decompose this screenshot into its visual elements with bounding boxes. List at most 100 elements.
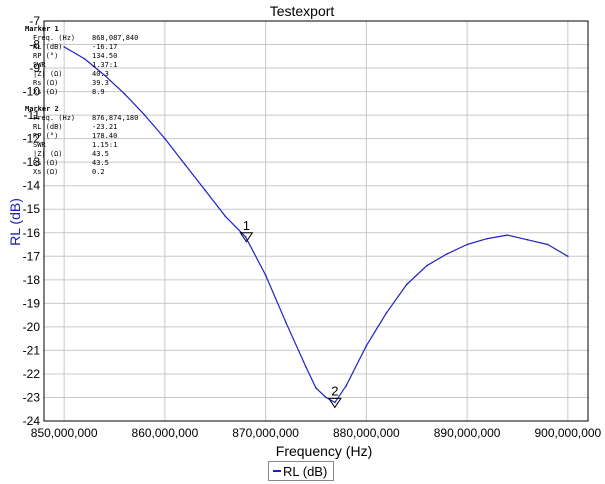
marker-field-name: RP (°) — [33, 132, 58, 140]
series-point — [103, 74, 106, 76]
marker-header: Marker 2 — [25, 105, 59, 113]
marker-field-name: Xs (Ω) — [33, 168, 58, 176]
y-tick-label: -16 — [23, 226, 41, 240]
y-tick-label: -8 — [29, 38, 40, 52]
y-tick-label: -15 — [23, 202, 41, 216]
y-tick-label: -20 — [23, 320, 41, 334]
y-tick-label: -14 — [23, 179, 41, 193]
series-point — [325, 396, 327, 399]
markers-layer: 12 — [239, 218, 342, 409]
series-point — [546, 243, 549, 246]
series-point — [345, 384, 348, 387]
x-tick-label: 890,000,000 — [434, 426, 501, 440]
marker-number: 2 — [331, 383, 338, 398]
series-point — [83, 57, 86, 60]
marker-triangle — [327, 397, 342, 409]
series-point — [305, 366, 307, 368]
series-point — [224, 215, 227, 218]
series-point — [123, 93, 126, 95]
y-tick-label: -23 — [23, 390, 41, 404]
series-point — [526, 239, 529, 241]
x-tick-label: 900,000,000 — [534, 426, 601, 440]
marker-field-name: Rs (Ω) — [33, 79, 58, 87]
marker-field-name: |Z| (Ω) — [33, 150, 63, 158]
marker-field-value: -16.17 — [92, 43, 117, 51]
plot-frame — [43, 20, 589, 422]
marker-field-name: Freq. (Hz) — [33, 34, 75, 42]
marker-field-value: 40.3 — [92, 70, 109, 78]
marker-field-name: SWR — [33, 61, 46, 69]
y-tick-label: -22 — [23, 367, 41, 381]
marker-header: Marker 1 — [25, 25, 59, 33]
marker-field-value: 178.40 — [92, 132, 117, 140]
series-line-rl — [63, 46, 569, 403]
y-tick-label: -12 — [23, 132, 41, 146]
x-tick-label: 860,000,000 — [132, 426, 199, 440]
x-axis-ticks: 850,000,000 860,000,000 870,000,000 880,000… — [31, 426, 602, 440]
marker-field-name: Freq. (Hz) — [33, 114, 75, 122]
legend-swatch — [273, 470, 281, 472]
y-axis-label: RL (dB) — [7, 198, 23, 246]
marker-field-value: 1.37:1 — [92, 61, 117, 69]
marker-field-value: 1.15:1 — [92, 141, 117, 149]
series-point — [506, 234, 509, 236]
series-point — [466, 243, 468, 246]
x-axis-label: Frequency (Hz) — [276, 443, 372, 459]
series-point — [244, 235, 247, 238]
series-point — [385, 311, 388, 314]
marker-field-name: RL (dB) — [33, 123, 63, 131]
marker-field-name: |Z| (Ω) — [33, 70, 63, 78]
grid — [44, 20, 588, 422]
series-point — [164, 137, 166, 140]
series-point — [315, 387, 317, 389]
series-point — [63, 46, 65, 48]
series-point — [486, 237, 489, 240]
y-tick-label: -9 — [29, 61, 40, 75]
legend-entry-rl: RL (dB) — [283, 463, 328, 479]
y-tick-label: -17 — [23, 249, 41, 263]
marker-field-value: 43.5 — [92, 159, 109, 167]
series-point — [365, 344, 368, 347]
marker-field-value: 876,874,180 — [92, 114, 138, 122]
series-point — [446, 253, 448, 255]
marker-field-name: RL (dB) — [33, 43, 63, 51]
marker-field-name: Rs (Ω) — [33, 159, 58, 167]
marker-field-value: 43.5 — [92, 150, 109, 158]
series-point — [284, 321, 287, 323]
y-tick-label: -24 — [23, 414, 41, 428]
marker-field-value: 8.9 — [92, 88, 105, 96]
marker-field-name: SWR — [33, 141, 46, 149]
x-tick-label: 870,000,000 — [232, 426, 299, 440]
y-tick-label: -18 — [23, 273, 41, 287]
marker-field-value: 0.2 — [92, 168, 105, 176]
series-point — [264, 274, 267, 276]
y-tick-label: -7 — [29, 14, 40, 28]
series-layer — [63, 46, 569, 404]
marker-field-value: 39.3 — [92, 79, 109, 87]
y-tick-label: -21 — [23, 343, 41, 357]
y-tick-label: -13 — [23, 155, 41, 169]
marker-field-value: 868,087,840 — [92, 34, 138, 42]
y-axis-ticks: -24 -23 -22 -21 -20 -19 -18 -17 -16 -15 -14 -13 -12 -… — [23, 14, 41, 428]
series-point — [567, 255, 569, 258]
series-point — [184, 163, 186, 166]
marker-field-value: -23.21 — [92, 123, 117, 131]
y-tick-label: -19 — [23, 296, 41, 310]
marker-field-value: 134.50 — [92, 52, 117, 60]
y-tick-label: -10 — [23, 85, 41, 99]
marker-field-name: RP (°) — [33, 52, 58, 60]
y-tick-label: -11 — [24, 108, 41, 122]
series-point — [405, 283, 408, 286]
marker-number: 1 — [243, 218, 250, 233]
series-point — [143, 114, 146, 116]
series-point — [426, 264, 428, 267]
legend: RL (dB) — [268, 461, 335, 481]
marker-triangle — [239, 232, 254, 243]
x-tick-label: 880,000,000 — [333, 426, 400, 440]
series-point — [204, 189, 206, 192]
series-point — [334, 401, 336, 404]
marker-field-name: Xs (Ω) — [33, 88, 58, 96]
x-tick-label: 850,000,000 — [31, 426, 98, 440]
